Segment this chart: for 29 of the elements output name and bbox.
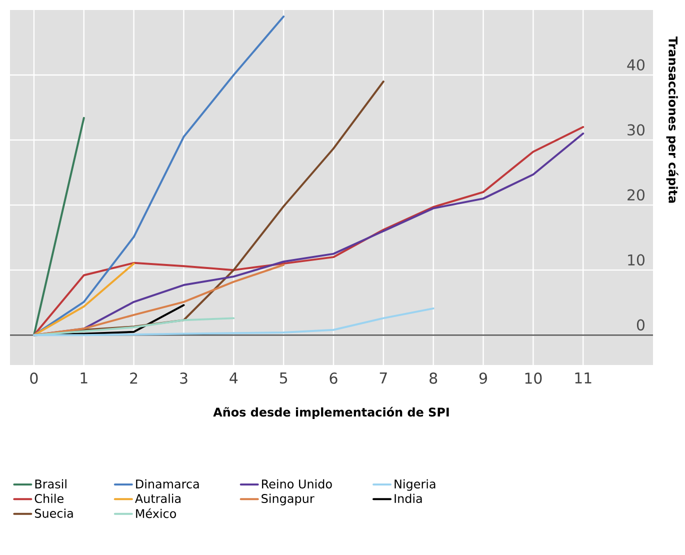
legend-label: Nigeria (394, 479, 436, 491)
legend-label: Autralia (135, 494, 180, 504)
x-tick-label: 8 (430, 372, 438, 384)
x-tick-label: 7 (380, 372, 387, 384)
legend-label: Dinamarca (136, 479, 199, 488)
x-tick-label: 4 (230, 372, 238, 384)
y-axis-title: Transacciones per cápita (666, 36, 678, 203)
legend-label: India (394, 494, 422, 504)
x-tick-label: 9 (479, 372, 487, 384)
y-tick-label: 20 (628, 189, 644, 201)
y-tick-label: 30 (628, 124, 644, 136)
legend-label: Chile (34, 494, 64, 504)
legend-label: Brasil (35, 479, 66, 488)
x-axis-title: Años desde implementación de SPI (213, 406, 449, 419)
x-tick-label: 5 (280, 372, 288, 384)
legend-label: Singapur (262, 494, 314, 506)
x-tick-label: 2 (130, 372, 138, 384)
x-tick-label: 3 (180, 372, 188, 384)
legend-label: México (136, 508, 176, 518)
y-tick-label: 10 (628, 254, 644, 266)
y-tick-label: 40 (627, 59, 644, 71)
x-tick-label: 6 (330, 372, 338, 384)
legend-label: Reino Unido (262, 479, 332, 488)
x-tick-label: 10 (525, 372, 542, 384)
x-tick-label: 11 (575, 372, 592, 384)
x-tick-label: 0 (30, 372, 38, 384)
y-tick-label: 0 (636, 319, 644, 331)
x-tick-label: 1 (80, 372, 88, 384)
legend-label: Suecia (34, 508, 73, 518)
